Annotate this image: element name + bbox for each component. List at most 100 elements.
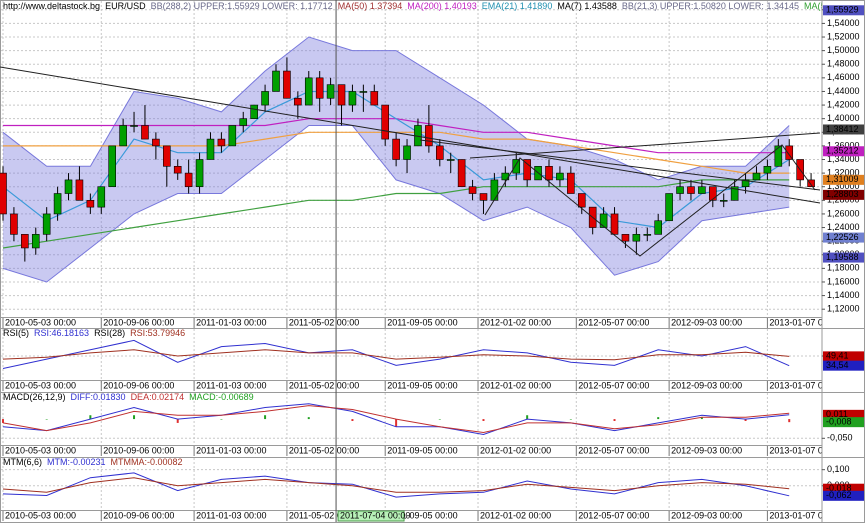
x-tick-label: 2012-09-03 00:00 bbox=[671, 510, 742, 520]
candle-body bbox=[21, 234, 29, 249]
candle-body bbox=[250, 104, 258, 119]
candle-body bbox=[381, 104, 390, 140]
x-tick-label: 2013-01-07 00:00 bbox=[769, 510, 840, 520]
candle-body bbox=[272, 70, 280, 92]
legend-entry: EMA(21) 1.41890 bbox=[482, 1, 553, 11]
candle-body bbox=[741, 179, 750, 188]
x-tick-label: 2011-01-03 00:00 bbox=[196, 445, 266, 455]
candle-body bbox=[173, 166, 182, 174]
candle-body bbox=[730, 186, 739, 201]
candle-body bbox=[239, 118, 248, 126]
price-tag bbox=[823, 483, 864, 494]
legend: http://www.deltastock.bg EUR/USD BB(288,2)… bbox=[3, 1, 865, 11]
price-tag-label: 1,38412 bbox=[826, 124, 859, 134]
candle-body bbox=[643, 234, 652, 236]
x-tick-label: 2012-09-03 00:00 bbox=[671, 317, 742, 327]
histogram-bar bbox=[307, 417, 310, 420]
histogram-bar bbox=[657, 417, 660, 420]
legend: MACD(26,12,9) DIFF:0.01830 DEA:0.02174 MACD… bbox=[3, 392, 254, 402]
price-tag bbox=[823, 252, 864, 263]
x-tick-label: 2010-09-06 00:00 bbox=[103, 445, 174, 455]
legend: MTM(6,6) MTM:-0.00231 MTMMA:-0.00082 bbox=[3, 457, 183, 467]
x-tick-label: 2012-01-02 00:00 bbox=[480, 445, 551, 455]
histogram-bar bbox=[438, 419, 441, 420]
candle-body bbox=[184, 172, 193, 188]
legend: RSI(5) RSI:46.18163 RSI(28) RSI:53.79946 bbox=[3, 328, 185, 338]
candle-body bbox=[42, 213, 51, 235]
price-tag bbox=[823, 409, 864, 420]
trend-line bbox=[419, 139, 821, 191]
histogram-bar bbox=[700, 417, 703, 420]
price-tag bbox=[823, 124, 864, 135]
candle-body bbox=[446, 159, 455, 161]
candle-body bbox=[217, 138, 226, 147]
candle-body bbox=[10, 213, 18, 235]
x-tick-label: 2011-09-05 00:00 bbox=[387, 380, 457, 390]
x-tick-label: 2010-05-03 00:00 bbox=[5, 510, 76, 520]
x-tick-label: 2011-09-05 00:00 bbox=[387, 510, 457, 520]
y-tick-label: 1,50000 bbox=[827, 45, 860, 55]
candle-body bbox=[785, 145, 794, 160]
x-tick-label: 2012-09-03 00:00 bbox=[671, 445, 742, 455]
x-tick-label: 2012-05-07 00:00 bbox=[578, 380, 649, 390]
legend-entry: DEA:0.02174 bbox=[131, 392, 185, 402]
x-tick-label: 2010-09-06 00:00 bbox=[103, 380, 174, 390]
legend-entry: DIFF:0.01830 bbox=[71, 392, 126, 402]
candle-body bbox=[130, 125, 138, 127]
candle-body bbox=[304, 77, 313, 106]
price-tag bbox=[823, 351, 864, 362]
x-tick-label: 2010-05-03 00:00 bbox=[5, 317, 76, 327]
cursor-label-box bbox=[337, 510, 405, 522]
indicator-line bbox=[2, 339, 790, 369]
x-tick-label: 2012-01-02 00:00 bbox=[480, 380, 551, 390]
y-tick-label: 1,44000 bbox=[827, 86, 860, 96]
price-tag bbox=[823, 360, 864, 371]
candle-body bbox=[141, 125, 149, 140]
candle-body bbox=[468, 186, 477, 194]
price-tag-label: 34,54 bbox=[826, 360, 849, 370]
histogram-bar bbox=[2, 419, 4, 423]
trend-lines bbox=[0, 66, 821, 257]
candle-body bbox=[359, 91, 368, 93]
candle-body bbox=[545, 166, 553, 181]
panel-frame bbox=[0, 328, 823, 393]
candle-body bbox=[315, 77, 324, 99]
price-tag-label: -0,018 bbox=[826, 483, 852, 493]
x-tick-label: 2010-05-03 00:00 bbox=[5, 380, 76, 390]
candle-body bbox=[370, 91, 379, 106]
legend-entry: RSI(5) bbox=[3, 328, 29, 338]
candle-body bbox=[337, 84, 346, 106]
candle-body bbox=[31, 234, 40, 249]
x-tick-label: 2012-09-03 00:00 bbox=[671, 380, 742, 390]
legend-entry: RSI:46.18163 bbox=[34, 328, 89, 338]
legend-entry: MTMMA:-0.00082 bbox=[111, 457, 183, 467]
y-tick-label: 1,30000 bbox=[827, 181, 860, 191]
y-tick-label: 1,14000 bbox=[827, 290, 860, 300]
y-tick-label: 1,18000 bbox=[827, 263, 860, 273]
price-tag bbox=[823, 5, 864, 16]
y-tick-label: 1,36000 bbox=[827, 140, 860, 150]
candle-body bbox=[698, 186, 706, 194]
x-tick-label: 2010-09-06 00:00 bbox=[103, 317, 174, 327]
overlay-layer: 1,560001,540001,520001,500001,480001,460… bbox=[335, 0, 865, 523]
histogram-bar bbox=[744, 419, 747, 421]
x-tick-label: 2011-01-03 00:00 bbox=[196, 510, 266, 520]
x-tick-label: 2012-01-02 00:00 bbox=[480, 317, 551, 327]
candle-body bbox=[261, 91, 269, 106]
candle-body bbox=[108, 145, 116, 188]
indicator-line bbox=[2, 405, 790, 434]
y-tick-label: 1,16000 bbox=[827, 276, 860, 286]
candle-body bbox=[479, 193, 488, 201]
histogram-bar bbox=[395, 419, 398, 427]
legend-entry: http://www.deltastock.bg bbox=[3, 1, 100, 11]
legend-entry: RSI:53.79946 bbox=[130, 328, 185, 338]
price-tag-label: 49,41 bbox=[826, 351, 849, 361]
histogram-bar bbox=[133, 415, 136, 420]
x-tick-label: 2011-05-02 00:00 bbox=[289, 445, 359, 455]
histogram-bar bbox=[264, 415, 267, 420]
x-tick-label: 2013-01-07 00:00 bbox=[769, 445, 840, 455]
x-tick-label: 2010-09-06 00:00 bbox=[103, 510, 174, 520]
